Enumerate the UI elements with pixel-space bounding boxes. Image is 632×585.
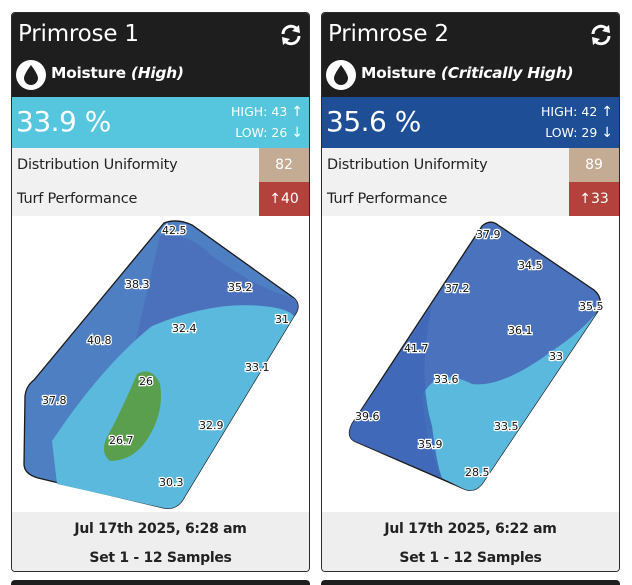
map-label: 31 xyxy=(275,313,289,326)
turf-value-number: 40 xyxy=(280,191,299,207)
map-label: 37.2 xyxy=(445,282,470,295)
turf-value: ↑40 xyxy=(259,182,309,216)
map-label: 26 xyxy=(139,375,153,388)
moisture-value-band: 33.9 % HIGH: 43 ↑ LOW: 26 ↓ xyxy=(12,97,309,148)
du-label: Distribution Uniformity xyxy=(327,157,488,173)
du-label: Distribution Uniformity xyxy=(17,157,178,173)
turf-label: Turf Performance xyxy=(17,191,138,207)
moisture-value: 35.6 % xyxy=(326,105,421,138)
map-label: 40.8 xyxy=(87,334,112,347)
metric-line: Moisture (Critically High) xyxy=(361,64,574,82)
card-footer: Jul 17th 2025, 6:28 am Set 1 - 12 Sample… xyxy=(12,512,309,571)
sample-date: Jul 17th 2025, 6:22 am xyxy=(384,521,557,537)
metric-name: Moisture xyxy=(51,64,126,82)
map-label: 28.5 xyxy=(465,466,490,479)
map-label: 26.7 xyxy=(109,434,134,447)
map-label: 33 xyxy=(549,350,563,363)
map-label: 34.5 xyxy=(518,259,543,272)
map-label: 39.6 xyxy=(355,410,380,423)
du-value: 82 xyxy=(259,148,309,182)
metric-name: Moisture xyxy=(361,64,436,82)
sample-set: Set 1 - 12 Samples xyxy=(89,550,232,566)
map-label: 33.1 xyxy=(245,361,270,374)
du-value: 89 xyxy=(569,148,619,182)
card-title: Primrose 1 xyxy=(18,21,139,47)
map-label: 37.9 xyxy=(476,228,501,241)
map-zone-low xyxy=(103,371,161,461)
map-label: 38.3 xyxy=(125,278,150,291)
turf-value: ↑33 xyxy=(569,182,619,216)
next-card-header-stub xyxy=(321,580,620,585)
distribution-uniformity-row: Distribution Uniformity 89 xyxy=(322,148,619,182)
zone-card-primrose-2[interactable]: Primrose 2 Moisture (Critically High) 35… xyxy=(321,12,620,572)
map-label: 35.2 xyxy=(228,281,253,294)
high-reading: HIGH: 42 ↑ xyxy=(541,104,613,120)
map-label: 35.9 xyxy=(418,438,443,451)
card-footer: Jul 17th 2025, 6:22 am Set 1 - 12 Sample… xyxy=(322,512,619,571)
map-label: 33.5 xyxy=(494,420,519,433)
turf-performance-row: Turf Performance ↑40 xyxy=(12,182,309,216)
low-label: LOW: 29 xyxy=(545,125,598,140)
map-zone-light xyxy=(422,311,598,491)
high-label: HIGH: 42 xyxy=(541,104,598,119)
sample-set: Set 1 - 12 Samples xyxy=(399,550,542,566)
map-label: 41.7 xyxy=(404,342,429,355)
map-label: 42.5 xyxy=(162,224,187,237)
metric-line: Moisture (High) xyxy=(51,64,184,82)
map-label: 33.6 xyxy=(434,373,459,386)
map-label: 30.3 xyxy=(159,476,184,489)
moisture-heat-map[interactable]: 37.9 34.5 37.2 35.5 36.1 41.7 33 33.6 39… xyxy=(322,216,619,513)
map-label: 32.4 xyxy=(172,322,197,335)
arrow-up-icon: ↑ xyxy=(291,104,303,120)
turf-performance-row: Turf Performance ↑33 xyxy=(322,182,619,216)
turf-label: Turf Performance xyxy=(327,191,448,207)
sample-date: Jul 17th 2025, 6:28 am xyxy=(74,521,247,537)
distribution-uniformity-row: Distribution Uniformity 82 xyxy=(12,148,309,182)
map-label: 36.1 xyxy=(508,324,533,337)
water-drop-icon xyxy=(16,60,46,90)
arrow-up-icon: ↑ xyxy=(269,191,281,207)
moisture-value: 33.9 % xyxy=(16,105,111,138)
high-reading: HIGH: 43 ↑ xyxy=(231,104,303,120)
water-drop-icon xyxy=(326,60,356,90)
arrow-down-icon: ↓ xyxy=(291,125,303,141)
moisture-status: (High) xyxy=(130,64,184,82)
map-label: 35.5 xyxy=(579,300,604,313)
arrow-down-icon: ↓ xyxy=(601,125,613,141)
low-label: LOW: 26 xyxy=(235,125,288,140)
low-reading: LOW: 26 ↓ xyxy=(235,125,303,141)
map-label: 37.8 xyxy=(42,394,67,407)
next-card-header-stub xyxy=(11,580,310,585)
refresh-icon[interactable] xyxy=(279,23,303,47)
refresh-icon[interactable] xyxy=(589,23,613,47)
moisture-heat-map[interactable]: 42.5 38.3 35.2 40.8 32.4 31 33.1 26 37.8… xyxy=(12,216,309,513)
arrow-up-icon: ↑ xyxy=(579,191,591,207)
card-header: Primrose 1 Moisture (High) xyxy=(12,13,309,97)
turf-value-number: 33 xyxy=(590,191,609,207)
arrow-up-icon: ↑ xyxy=(601,104,613,120)
map-label: 32.9 xyxy=(199,419,224,432)
card-header: Primrose 2 Moisture (Critically High) xyxy=(322,13,619,97)
map-zone-west xyxy=(349,306,442,478)
zone-card-primrose-1[interactable]: Primrose 1 Moisture (High) 33.9 % HIGH: … xyxy=(11,12,310,572)
moisture-status: (Critically High) xyxy=(440,64,574,82)
moisture-value-band: 35.6 % HIGH: 42 ↑ LOW: 29 ↓ xyxy=(322,97,619,148)
high-label: HIGH: 43 xyxy=(231,104,288,119)
card-title: Primrose 2 xyxy=(328,21,449,47)
low-reading: LOW: 29 ↓ xyxy=(545,125,613,141)
